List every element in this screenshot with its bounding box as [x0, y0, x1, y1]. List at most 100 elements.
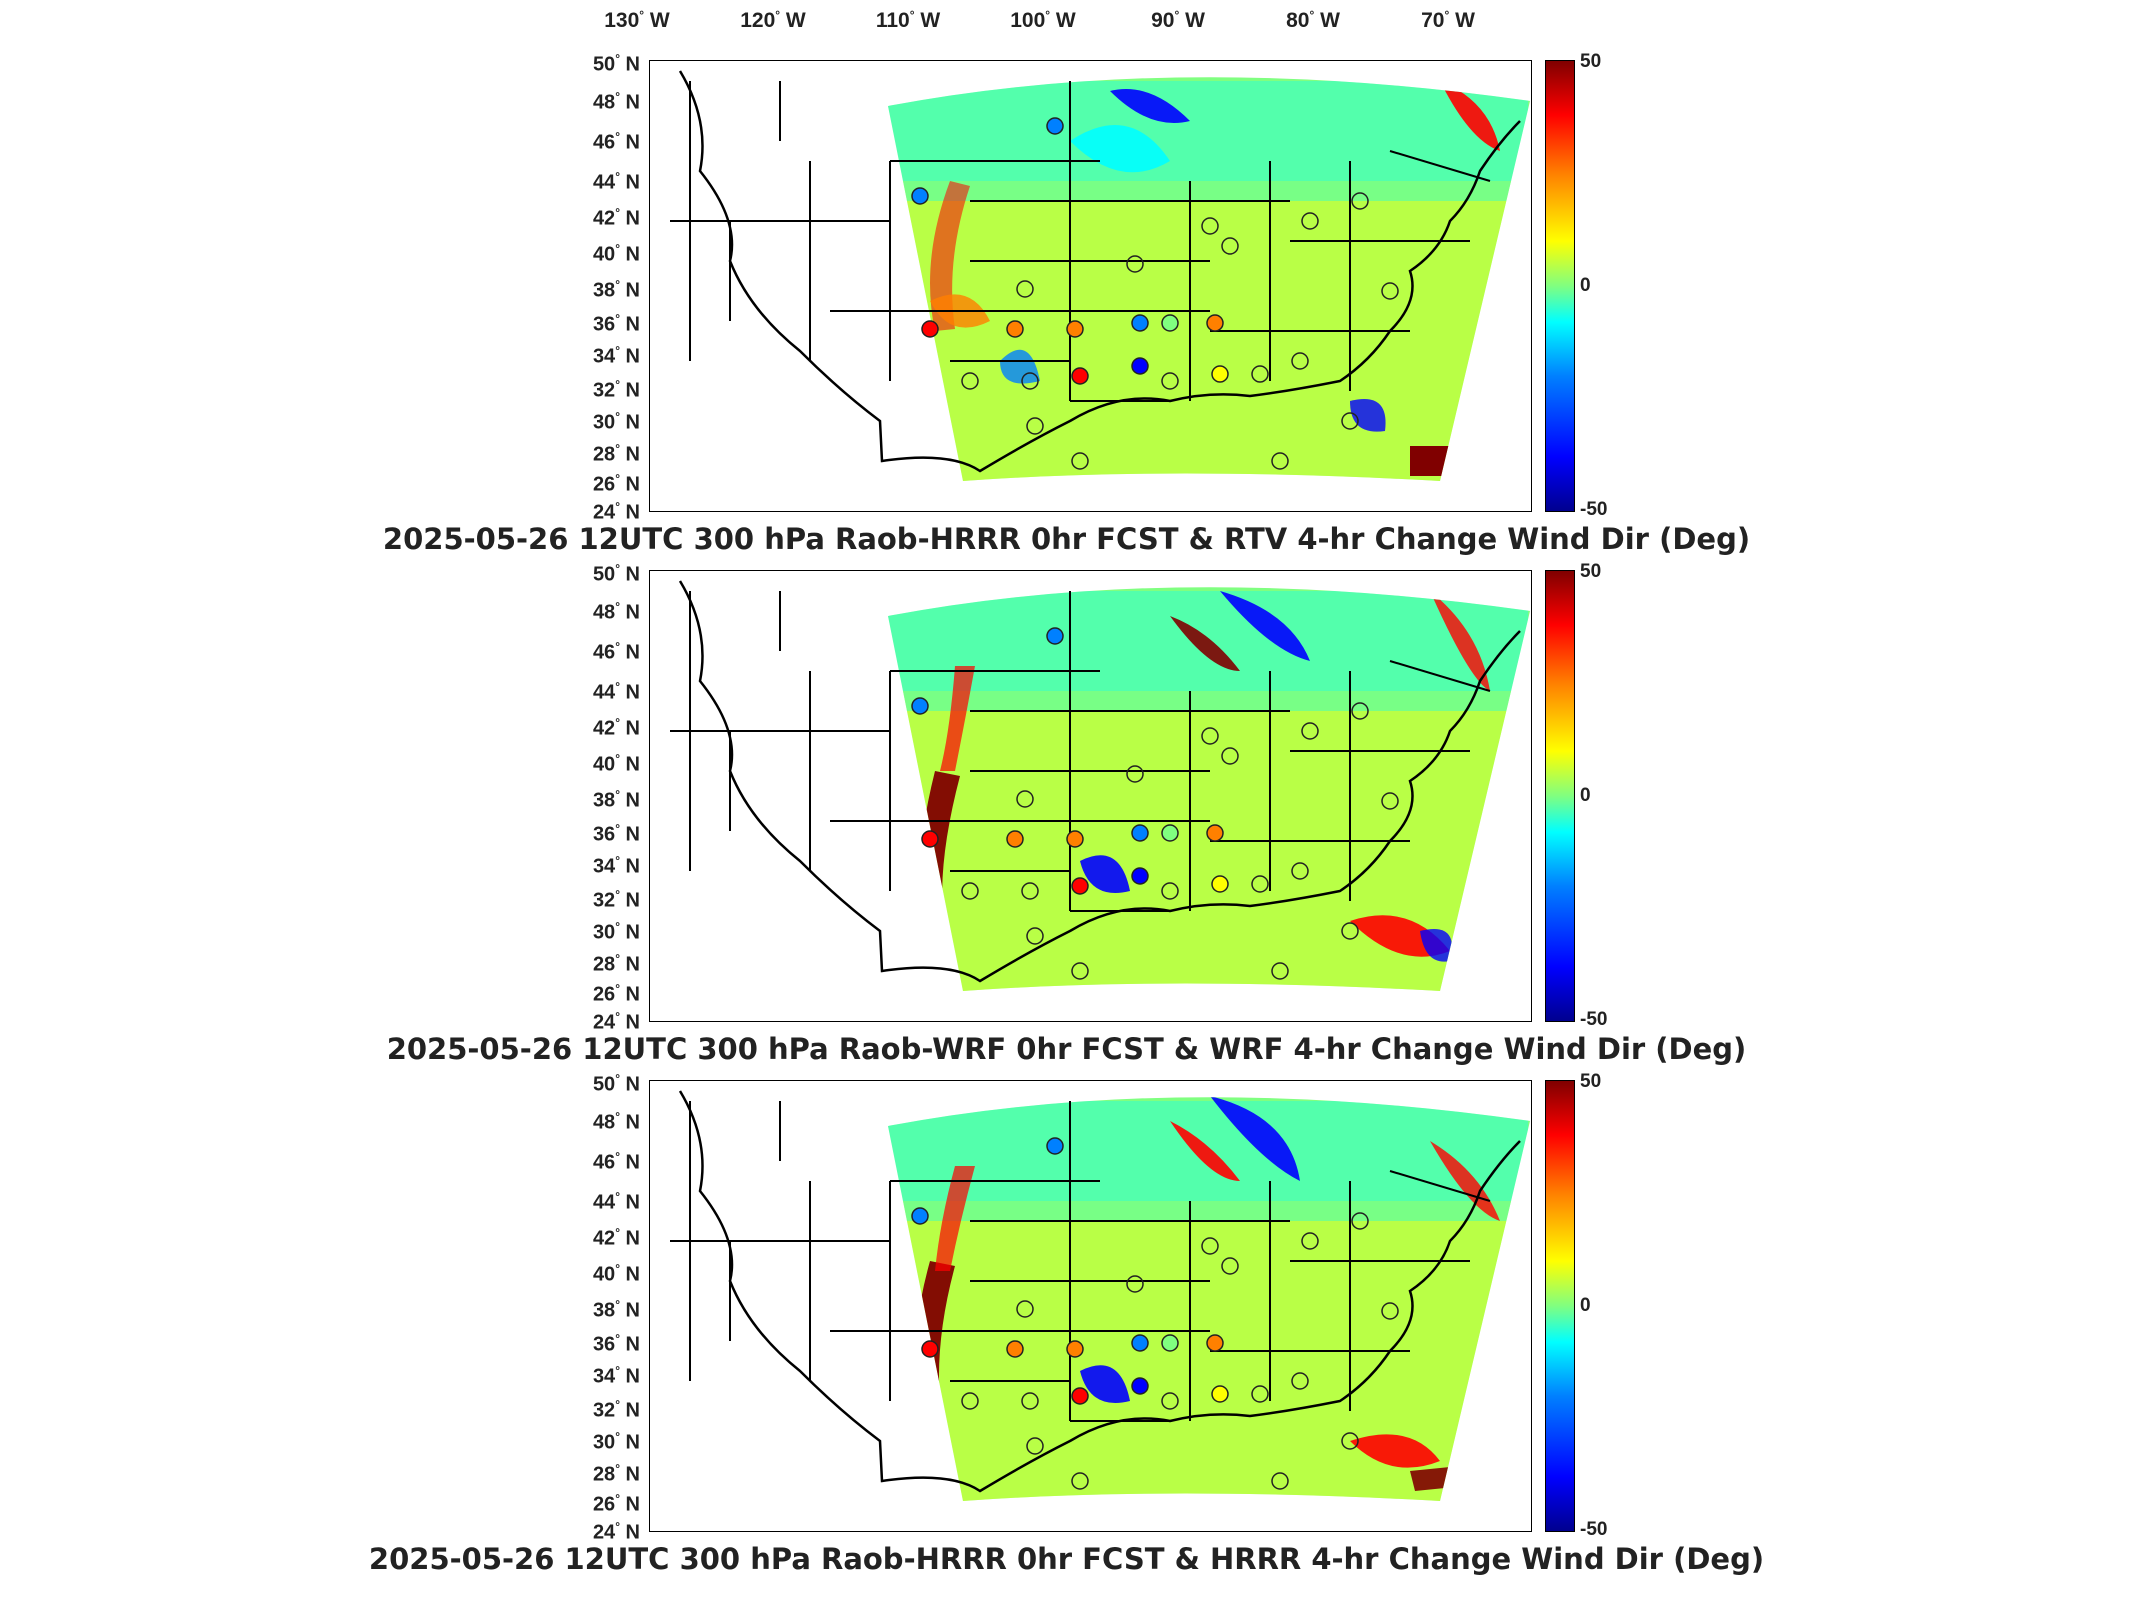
raob-station-circle	[1126, 255, 1144, 273]
lat-label: 32° N	[592, 887, 640, 912]
colorbar-min-label: -50	[1580, 1009, 1608, 1030]
raob-station-circle	[1251, 1385, 1269, 1403]
lon-label: 110° W	[875, 8, 941, 32]
lat-label: 48° N	[592, 89, 640, 114]
panel-title: 2025-05-26 12UTC 300 hPa Raob-HRRR 0hr F…	[368, 1542, 1765, 1576]
wind-change-blob	[1000, 349, 1040, 384]
lat-label: 44° N	[592, 169, 640, 194]
raob-station-circle	[911, 187, 929, 205]
map-graphic	[670, 580, 1530, 991]
raob-station-circle	[1046, 1137, 1064, 1155]
wind-change-blob	[1080, 1365, 1130, 1403]
wind-change-blob	[935, 1166, 975, 1271]
raob-station-circle	[1381, 792, 1399, 810]
wind-change-blob	[1210, 1097, 1300, 1181]
raob-station-circle	[1221, 237, 1239, 255]
panel-title: 2025-05-26 12UTC 300 hPa Raob-WRF 0hr FC…	[386, 1032, 1747, 1066]
lat-label: 30° N	[592, 1429, 640, 1454]
colorbar-min-label: -50	[1580, 499, 1608, 520]
lat-label: 40° N	[592, 1261, 640, 1286]
lat-label: 24° N	[592, 1519, 640, 1544]
panel-title: 2025-05-26 12UTC 300 hPa Raob-HRRR 0hr F…	[382, 522, 1751, 556]
raob-station-circle	[1381, 282, 1399, 300]
raob-station-circle	[1301, 1232, 1319, 1250]
wind-change-blob	[1170, 616, 1240, 671]
lat-label: 24° N	[592, 1009, 640, 1034]
lat-label: 44° N	[592, 1189, 640, 1214]
raob-station-circle	[1291, 862, 1309, 880]
raob-station-circle	[1016, 280, 1034, 298]
raob-station-circle	[1131, 867, 1149, 885]
raob-station-circle	[1251, 365, 1269, 383]
raob-station-circle	[1161, 1334, 1179, 1352]
colorbar	[1545, 60, 1575, 512]
raob-station-circle	[1211, 365, 1229, 383]
raob-station-circle	[1026, 417, 1044, 435]
raob-station-circle	[1026, 927, 1044, 945]
lat-label: 42° N	[592, 1225, 640, 1250]
state-boundary	[1389, 150, 1491, 182]
wind-change-blob	[1430, 591, 1490, 691]
wind-change-blob	[1350, 399, 1386, 432]
lon-label: 80° W	[1286, 8, 1340, 32]
lat-label: 40° N	[592, 751, 640, 776]
lat-label: 36° N	[592, 311, 640, 336]
field-band	[888, 81, 1528, 201]
lat-label: 30° N	[592, 409, 640, 434]
raob-station-circle	[1211, 1385, 1229, 1403]
raob-station-circle	[1201, 1237, 1219, 1255]
wind-change-blob	[1350, 1434, 1440, 1468]
raob-station-circle	[1021, 882, 1039, 900]
lat-label: 46° N	[592, 1149, 640, 1174]
raob-station-circle	[1351, 1212, 1369, 1230]
raob-station-circle	[1301, 722, 1319, 740]
lat-label: 34° N	[592, 343, 640, 368]
raob-station-circle	[961, 1392, 979, 1410]
lon-label: 100° W	[1010, 8, 1076, 32]
lat-label: 36° N	[592, 1331, 640, 1356]
raob-station-circle	[1291, 352, 1309, 370]
map-graphic	[670, 70, 1530, 481]
raob-station-circle	[1341, 1432, 1359, 1450]
lat-label: 40° N	[592, 241, 640, 266]
lon-label: 70° W	[1421, 8, 1475, 32]
lat-label: 46° N	[592, 129, 640, 154]
raob-station-circle	[1131, 357, 1149, 375]
raob-station-circle	[1071, 877, 1089, 895]
colorbar-mid-label: 0	[1580, 785, 1591, 806]
raob-station-circle	[1066, 320, 1084, 338]
coastline	[678, 580, 1521, 983]
raob-station-circle	[921, 320, 939, 338]
raob-station-circle	[1301, 212, 1319, 230]
lat-label: 28° N	[592, 951, 640, 976]
lat-label: 28° N	[592, 1461, 640, 1486]
wind-change-blob	[1110, 89, 1190, 123]
raob-station-circle	[911, 697, 929, 715]
raob-station-circle	[1206, 314, 1224, 332]
wind-change-blob	[1440, 81, 1500, 151]
raob-station-circle	[1016, 790, 1034, 808]
lat-label: 48° N	[592, 1109, 640, 1134]
lat-label: 26° N	[592, 981, 640, 1006]
lat-label: 38° N	[592, 277, 640, 302]
lat-label: 32° N	[592, 377, 640, 402]
lat-label: 50° N	[592, 1071, 640, 1096]
lon-label: 120° W	[740, 8, 806, 32]
raob-station-circle	[1351, 192, 1369, 210]
raob-station-circle	[1071, 1472, 1089, 1490]
raob-station-circle	[1271, 1472, 1289, 1490]
map-panel-2: 50° N 48° N 46° N 44° N 42° N 40° N 38° N 36° N…	[0, 561, 2133, 1080]
raob-station-circle	[1341, 412, 1359, 430]
map-panel-1: 50° N 48° N 46° N 44° N 42° N 40° N 38° N 36° N…	[0, 51, 2133, 570]
lat-label: 38° N	[592, 1297, 640, 1322]
lat-label: 34° N	[592, 1363, 640, 1388]
raob-station-circle	[1131, 824, 1149, 842]
wind-change-blob	[1420, 929, 1452, 962]
raob-station-circle	[1341, 922, 1359, 940]
raob-station-circle	[1131, 1334, 1149, 1352]
raob-station-circle	[1066, 1340, 1084, 1358]
raob-station-circle	[1271, 962, 1289, 980]
colorbar-mid-label: 0	[1580, 1295, 1591, 1316]
raob-station-circle	[1026, 1437, 1044, 1455]
colorbar	[1545, 1080, 1575, 1532]
